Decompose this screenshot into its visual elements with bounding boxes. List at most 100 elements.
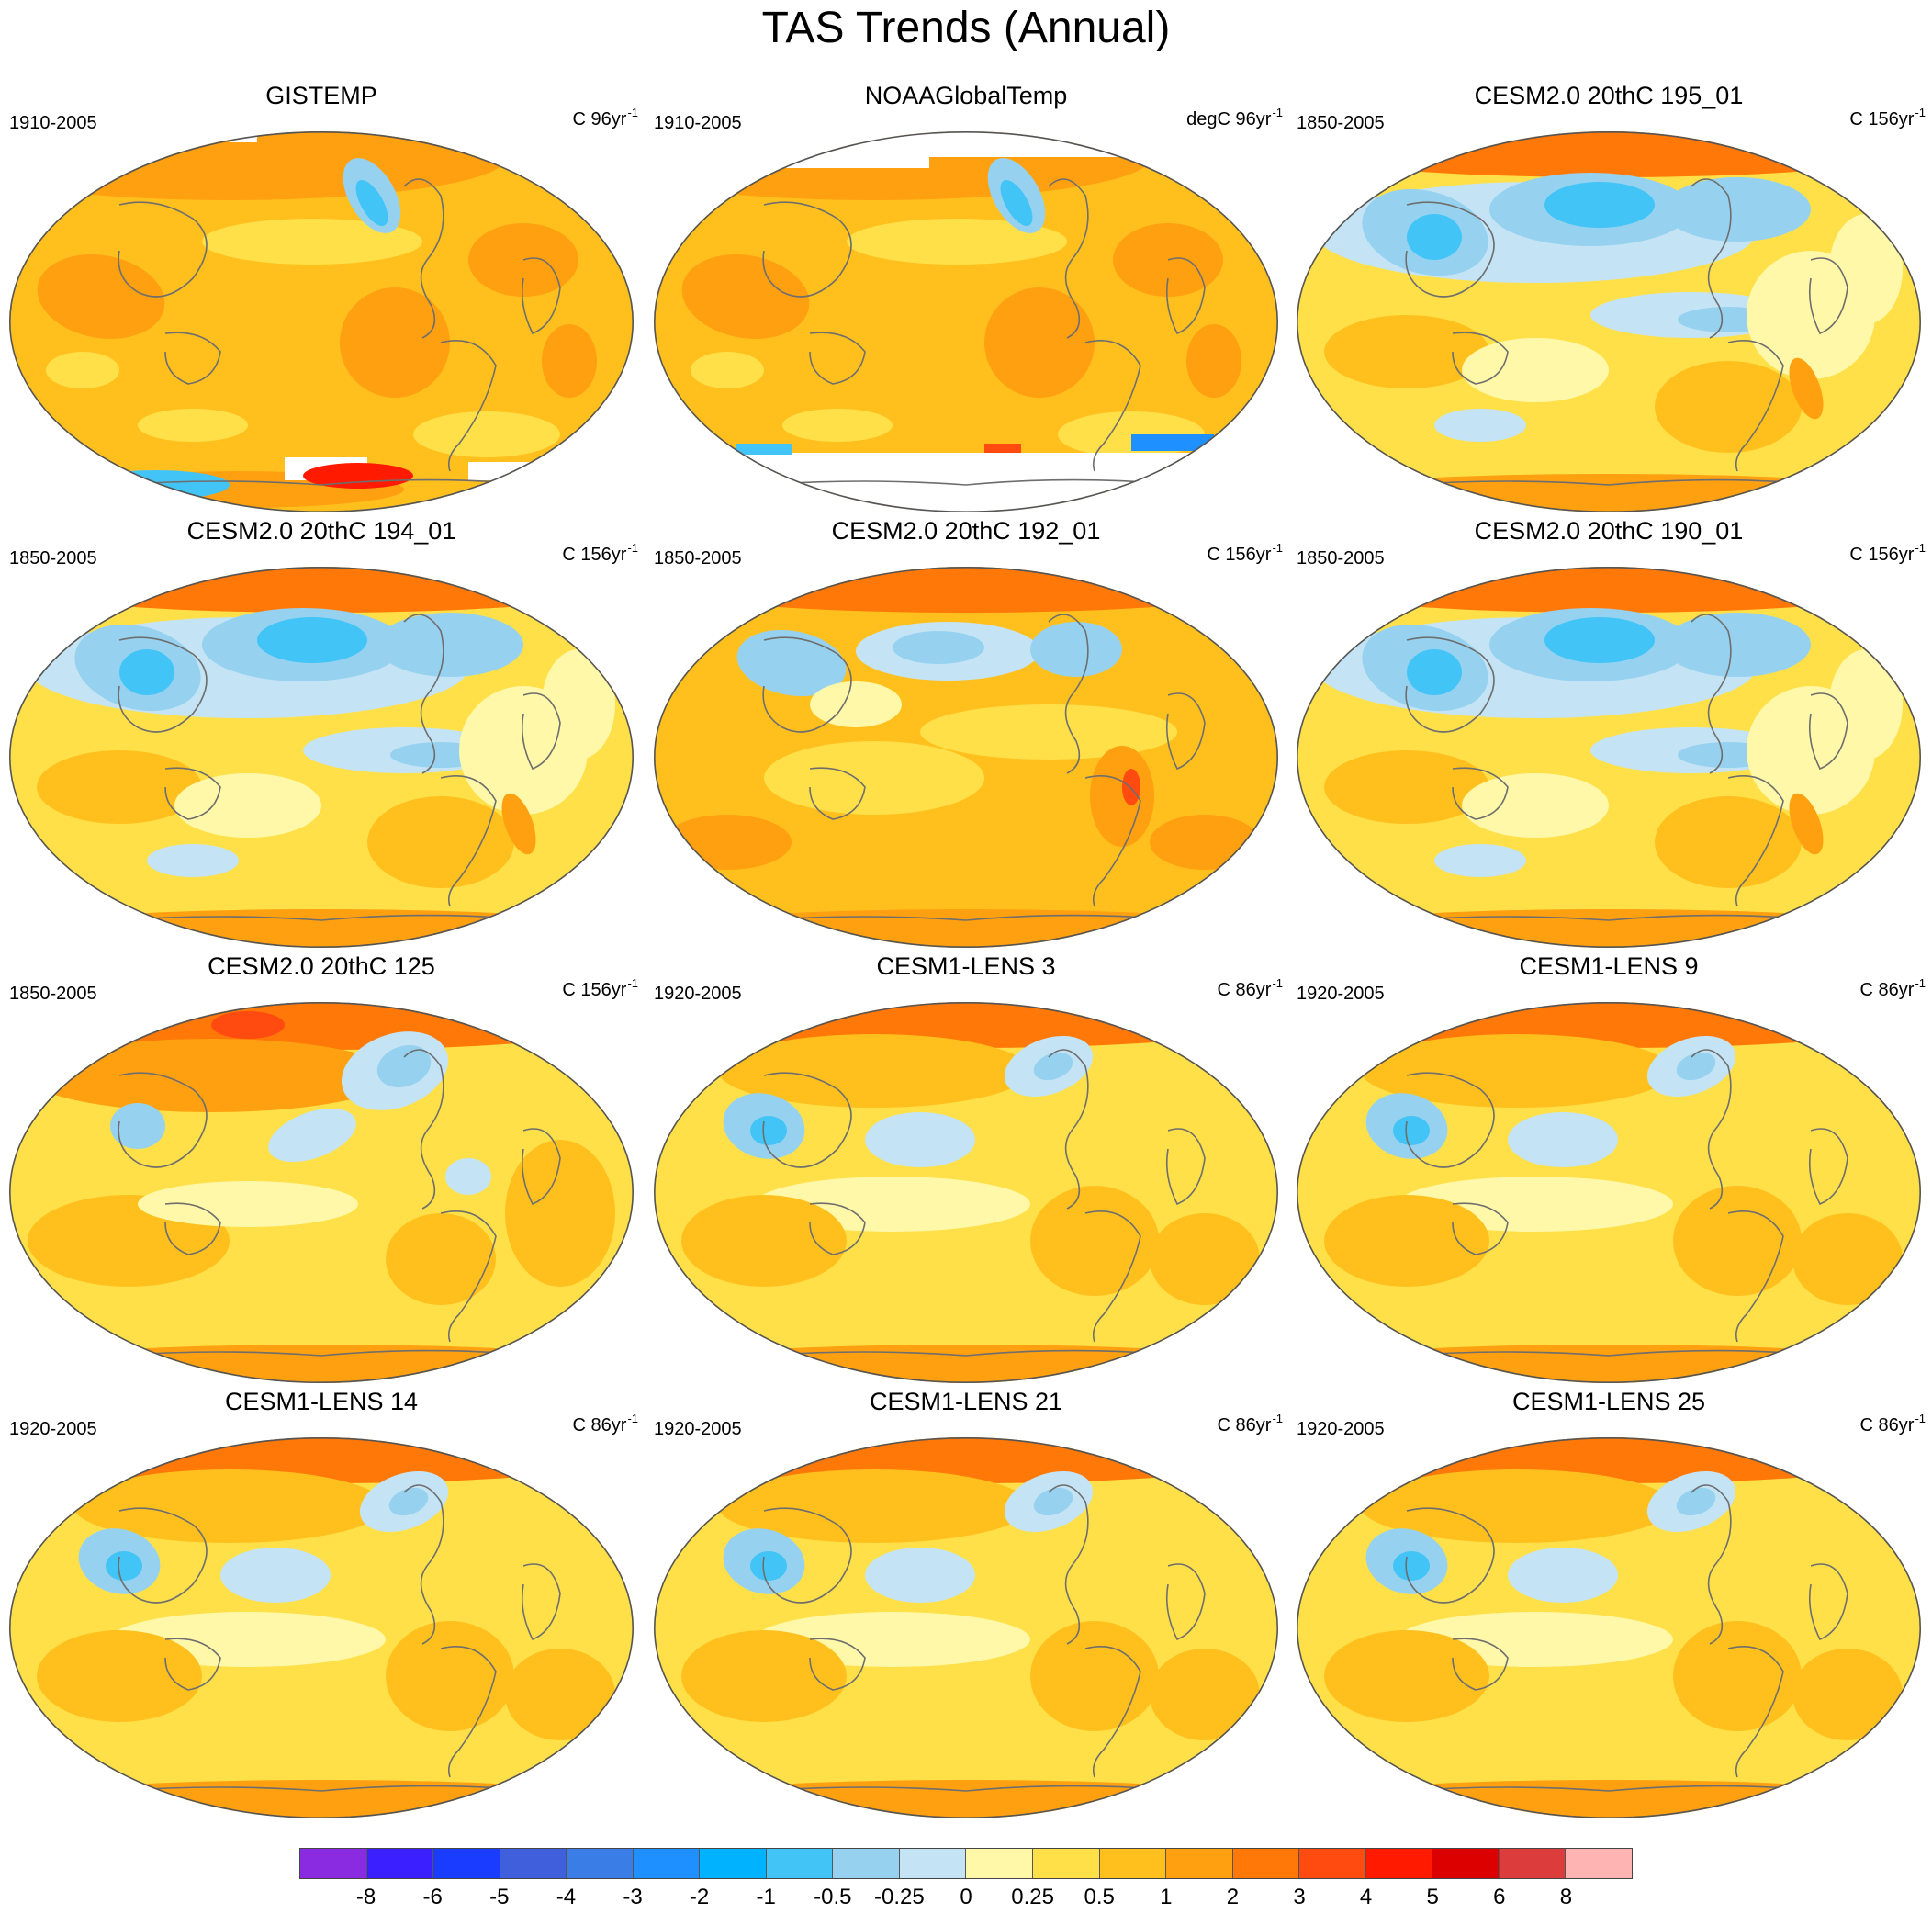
trend-anomaly-patch	[340, 287, 450, 398]
panel-period: 1850-2005	[654, 548, 742, 569]
panel-units-exponent: -1	[627, 106, 638, 119]
trend-anomaly-patch	[28, 1039, 395, 1112]
robinson-map	[9, 1437, 634, 1818]
coastline	[1405, 201, 1495, 298]
coastline	[1808, 1128, 1848, 1206]
coastline	[403, 614, 444, 774]
trend-anomaly-patch	[1655, 796, 1802, 888]
coastline	[1405, 1507, 1495, 1604]
panel-units: C 86yr-1	[1860, 976, 1926, 1003]
trend-anomaly-patch	[1384, 1451, 1430, 1469]
coastline	[403, 1049, 444, 1210]
trend-anomaly-patch	[1508, 1112, 1618, 1167]
panel-units-text: C 96yr	[572, 109, 627, 129]
trend-anomaly-patch	[1673, 1621, 1802, 1731]
colorbar-tick-label: 5	[1426, 1885, 1439, 1909]
panel-title: CESM2.0 20thC 194_01	[186, 517, 456, 545]
panel-units-text: C 156yr	[562, 980, 627, 1000]
coastline	[164, 767, 221, 820]
colorbar-tick-label: -4	[556, 1885, 577, 1909]
robinson-map	[9, 567, 634, 948]
coastline	[118, 636, 208, 733]
trend-anomaly-patch	[750, 1116, 787, 1145]
coastline	[1084, 1645, 1141, 1778]
colorbar	[299, 1848, 1633, 1879]
panel-period: 1850-2005	[9, 984, 97, 1004]
coastline	[762, 1072, 852, 1168]
colorbar-labels: -8 -6 -5 -4 -3 -2 -1 -0.5 -0.25 0 0.25 0.5 1 2 3 4 5 6 8	[299, 1885, 1633, 1912]
trend-anomaly-patch	[1324, 315, 1489, 388]
coastline	[164, 1202, 221, 1255]
coastline	[440, 1210, 497, 1343]
trend-anomaly-patch	[1789, 357, 1824, 420]
trend-anomaly-patch	[736, 629, 847, 697]
coastline	[118, 201, 208, 298]
robinson-map	[654, 131, 1278, 512]
panel-units-text: C 156yr	[1849, 109, 1915, 129]
coastline	[403, 178, 444, 339]
panel-units: C 86yr-1	[1860, 1412, 1926, 1438]
coastline	[118, 1507, 208, 1604]
trend-anomaly-patch	[1792, 1213, 1903, 1305]
trend-anomaly-patch	[386, 1621, 514, 1731]
colorbar-swatch	[899, 1849, 967, 1878]
trend-anomaly-patch	[96, 1451, 142, 1469]
coastline	[762, 636, 852, 733]
colorbar-tick-label: 0.25	[1011, 1885, 1054, 1909]
colorbar-tick-label: 3	[1293, 1885, 1306, 1909]
trend-anomaly-patch	[268, 1108, 356, 1163]
colorbar-swatch	[366, 1849, 434, 1878]
panel-title: NOAAGlobalTemp	[864, 82, 1068, 109]
coastline	[809, 767, 866, 820]
colorbar-swatch	[1166, 1849, 1233, 1878]
coastline	[1084, 1210, 1141, 1343]
panel-units-exponent: -1	[1272, 106, 1283, 119]
coastline	[1690, 1484, 1732, 1645]
panel-units-exponent: -1	[1915, 106, 1926, 119]
trend-anomaly-patch	[413, 411, 560, 457]
trend-anomaly-patch	[257, 617, 367, 663]
colorbar-tick-label: -0.25	[874, 1885, 925, 1909]
trend-anomaly-patch	[18, 1437, 624, 1483]
coastline	[1452, 332, 1509, 385]
panel-period: 1920-2005	[1297, 1419, 1385, 1439]
map-panel: CESM1-LENS 25 1920-2005 C 86yr-1	[1287, 1387, 1930, 1823]
colorbar-swatch	[1499, 1849, 1567, 1878]
trend-anomaly-patch	[1673, 1186, 1802, 1296]
colorbar-swatch	[433, 1849, 500, 1878]
trend-anomaly-patch	[1792, 1649, 1903, 1740]
map-panel: NOAAGlobalTemp 1910-2005 degC 96yr-1	[645, 81, 1287, 517]
trend-anomaly-patch	[1150, 1213, 1260, 1305]
panel-period: 1850-2005	[9, 548, 97, 569]
trend-anomaly-patch	[1306, 131, 1912, 177]
map-outline	[9, 131, 634, 512]
map-panel: CESM1-LENS 9 1920-2005 C 86yr-1	[1287, 951, 1930, 1388]
robinson-map	[9, 1002, 634, 1383]
panel-units-exponent: -1	[627, 976, 638, 990]
trend-anomaly-patch	[1000, 180, 1033, 226]
trend-anomaly-patch	[1145, 1451, 1191, 1469]
trend-anomaly-patch	[1150, 1649, 1260, 1740]
panel-units-exponent: -1	[1272, 1412, 1283, 1425]
coastline	[521, 1128, 561, 1206]
trend-anomaly-patch	[1829, 214, 1903, 324]
robinson-map	[1297, 131, 1921, 512]
trend-anomaly-patch	[663, 909, 1269, 948]
coastline	[164, 1638, 221, 1691]
coastline	[762, 201, 852, 298]
panel-units-exponent: -1	[627, 1412, 638, 1425]
trend-anomaly-patch	[718, 1034, 1030, 1108]
trend-anomaly-patch	[37, 750, 202, 824]
trend-anomaly-patch	[18, 1345, 624, 1383]
colorbar-tick-label: -2	[689, 1885, 710, 1909]
panel-units-text: C 156yr	[562, 545, 627, 565]
robinson-map	[1297, 1437, 1921, 1818]
coastline	[1727, 774, 1784, 907]
colorbar-swatch	[1566, 1849, 1632, 1878]
trend-anomaly-patch	[847, 219, 1067, 265]
trend-anomaly-patch	[1434, 844, 1526, 877]
trend-anomaly-patch	[681, 254, 810, 339]
map-panel: CESM2.0 20thC 195_01 1850-2005 C 156yr-1	[1287, 81, 1930, 517]
panel-period: 1850-2005	[1297, 548, 1385, 569]
map-panel: CESM1-LENS 3 1920-2005 C 86yr-1	[645, 951, 1287, 1388]
